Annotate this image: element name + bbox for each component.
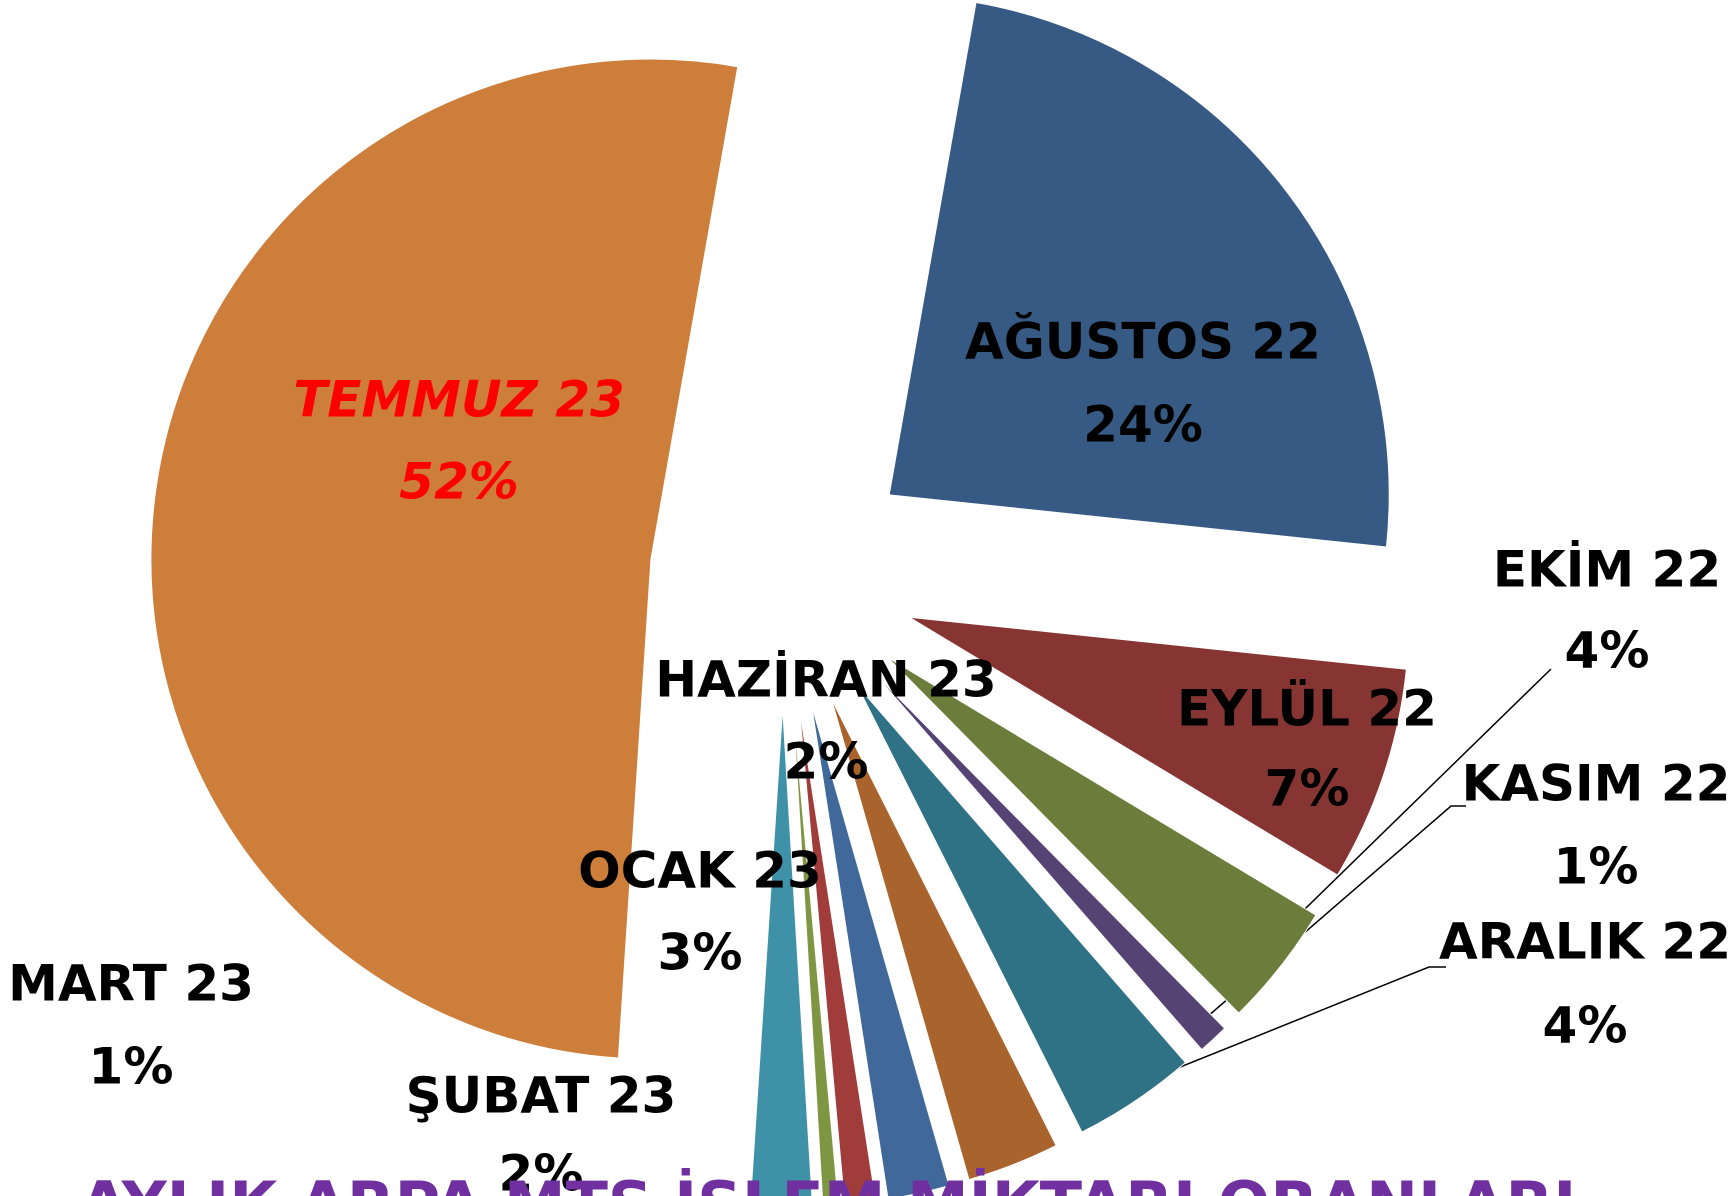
slice-label: OCAK 23	[578, 842, 822, 900]
slice-label: HAZİRAN 23	[655, 651, 996, 709]
slice-label: MART 23	[8, 955, 254, 1013]
slice-label: KASIM 22	[1462, 755, 1731, 813]
slice-label: ARALIK 22	[1439, 913, 1731, 971]
pie-slice	[908, 616, 1407, 876]
pie-slice	[811, 704, 950, 1196]
pie-slice	[873, 672, 1226, 1051]
slices	[150, 1, 1407, 1196]
slice-label: TEMMUZ 23	[293, 371, 625, 429]
pie-slice	[830, 698, 1057, 1181]
value-label: 4%	[1565, 622, 1650, 680]
value-label: 3%	[658, 924, 743, 982]
pie-slice	[150, 58, 739, 1059]
pie-slice	[798, 706, 876, 1196]
leader-line	[1122, 966, 1446, 1091]
value-label: 4%	[1543, 997, 1628, 1055]
leader-line	[1267, 668, 1552, 946]
value-label: 24%	[1083, 396, 1203, 454]
pie-slice	[856, 685, 1187, 1133]
slice-label: EKİM 22	[1493, 541, 1721, 599]
chart-title: AYLIK ARPA MTS İŞLEM MİKTARI ORANLARI	[80, 1168, 1577, 1196]
value-label: 52%	[399, 453, 519, 511]
pie-slice	[750, 707, 813, 1196]
slice-label: ŞUBAT 23	[406, 1067, 677, 1125]
pie-slice	[887, 656, 1317, 1014]
value-label: 2%	[499, 1145, 584, 1196]
pie-slice	[888, 1, 1390, 548]
value-label: 2%	[784, 733, 869, 791]
labels: AĞUSTOS 22 24% EYLÜL 22 7% EKİM 22 4% KASIM 22…	[8, 312, 1731, 1196]
value-label: 7%	[1265, 760, 1350, 818]
value-label: 1%	[1554, 838, 1639, 896]
slice-label: EYLÜL 22	[1177, 679, 1437, 738]
slice-label: AĞUSTOS 22	[965, 312, 1321, 371]
value-label: 1%	[89, 1038, 174, 1096]
